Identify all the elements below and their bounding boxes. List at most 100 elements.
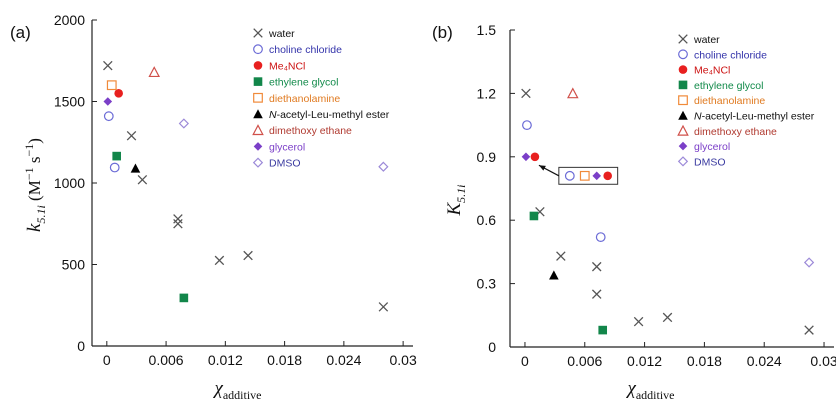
- series-choline-chloride: [103, 111, 120, 173]
- legend-label: water: [693, 34, 720, 46]
- x-label-sub: additive: [223, 388, 262, 402]
- data-point: [173, 214, 183, 224]
- legend: water choline chloride Me₄NCl ethylene glyc…: [252, 28, 390, 170]
- legend-label: diethanolamine: [694, 95, 765, 107]
- legend-marker: [677, 156, 689, 167]
- data-point: [137, 174, 148, 185]
- y-label-sub: 5.1i: [454, 184, 468, 202]
- series-glycerol: [103, 97, 113, 106]
- y-tick-label: 1.5: [477, 22, 497, 38]
- y-label-mid: s: [25, 156, 44, 167]
- x-tick-label: 0.024: [747, 353, 782, 369]
- series-me-ncl: [530, 152, 540, 162]
- series-water: [103, 60, 389, 312]
- x-tick-label: 0.012: [627, 353, 662, 369]
- data-point: [103, 60, 113, 71]
- legend-label-italic: N: [694, 111, 702, 123]
- inset-point: [564, 170, 575, 181]
- legend-marker: [253, 61, 263, 70]
- data-point-stroke-b: [103, 60, 113, 71]
- legend-label-rest: -acetyl-Leu-methyl ester: [702, 111, 815, 123]
- x-axis-label: χadditive: [212, 378, 261, 402]
- data-point: [378, 161, 389, 172]
- data-point-stroke-b: [804, 325, 814, 335]
- legend-label: ethylene glycol: [694, 80, 763, 92]
- legend-label: dimethoxy ethane: [269, 125, 352, 137]
- inset-point: [592, 171, 602, 181]
- legend: water choline chloride Me₄NCl ethylene glyc…: [677, 34, 815, 168]
- x-label-main: χ: [212, 378, 223, 399]
- data-point: [148, 66, 161, 78]
- y-label-sub: 5.1i: [34, 205, 48, 223]
- y-label-main: k: [24, 223, 45, 232]
- x-label-sub: additive: [636, 388, 675, 402]
- y-label-main: K: [444, 202, 465, 217]
- legend-marker: [253, 28, 263, 38]
- series-diethanolamine: [106, 80, 117, 91]
- legend-label: ethylene glycol: [269, 77, 338, 89]
- data-point: [178, 118, 190, 129]
- data-point-stroke-b: [591, 261, 602, 272]
- legend-marker: [677, 124, 689, 136]
- data-point: [803, 257, 815, 268]
- legend-label: choline chloride: [269, 44, 342, 56]
- legend-label-rest: -acetyl-Leu-methyl ester: [277, 109, 390, 121]
- data-point: [109, 162, 120, 173]
- data-point: [556, 251, 566, 261]
- x-tick-label: 0.006: [567, 353, 602, 369]
- x-label-main: χ: [625, 378, 636, 399]
- series-dimethoxy-ethane: [567, 87, 579, 99]
- legend-label: N-acetyl-Leu-methyl ester: [694, 111, 815, 123]
- data-point: [567, 87, 579, 99]
- legend-marker: [253, 109, 263, 119]
- data-point: [804, 325, 814, 335]
- data-point: [529, 211, 539, 221]
- legend-marker: [252, 157, 264, 168]
- legend-marker-stroke-b: [253, 28, 263, 38]
- data-point-stroke-b: [378, 302, 389, 312]
- inset-point: [579, 170, 590, 181]
- y-tick-label: 1.2: [477, 85, 497, 101]
- series-dmso: [803, 257, 815, 268]
- data-point: [521, 88, 531, 99]
- x-tick-label: 0: [103, 352, 111, 368]
- legend-marker: [678, 95, 688, 106]
- legend-marker: [678, 80, 688, 90]
- y-axis-label: k5.1i (M−1 s−1): [22, 138, 48, 232]
- data-point-stroke-b: [591, 289, 602, 299]
- panel-label: (a): [10, 23, 31, 42]
- series-ethylene-glycol: [112, 151, 189, 303]
- y-tick-label: 1500: [54, 94, 85, 110]
- data-point: [591, 261, 602, 272]
- series-dmso: [178, 118, 389, 172]
- y-label-unit: (M: [25, 180, 44, 205]
- y-tick-label: 0: [77, 338, 85, 354]
- data-point-stroke-b: [633, 316, 644, 327]
- data-point: [112, 151, 121, 161]
- y-tick-label: 0: [488, 339, 496, 355]
- legend-label: diethanolamine: [269, 93, 340, 105]
- legend-marker: [253, 142, 263, 151]
- legend-marker: [253, 92, 263, 103]
- y-label-exp2: −1: [22, 144, 36, 157]
- legend-marker: [678, 65, 688, 74]
- series-n-acetyl-leu-methyl-ester: [130, 163, 141, 173]
- data-point: [126, 130, 137, 141]
- data-point: [179, 293, 189, 303]
- data-point: [103, 97, 113, 106]
- legend-label-italic: N: [269, 109, 277, 121]
- data-point: [243, 250, 253, 261]
- legend-marker: [253, 44, 263, 55]
- series-me-ncl: [114, 89, 123, 98]
- x-axis-label: χadditive: [625, 378, 674, 402]
- inset-point: [603, 171, 612, 181]
- panel-label: (b): [432, 23, 453, 42]
- data-point-stroke-b: [556, 251, 566, 261]
- x-tick-label: 0.012: [208, 352, 243, 368]
- series-glycerol: [521, 152, 531, 162]
- x-tick-label: 0.018: [267, 352, 302, 368]
- series-choline-chloride: [522, 120, 606, 243]
- x-tick-label: 0.03: [389, 352, 416, 368]
- legend-label: N-acetyl-Leu-methyl ester: [269, 109, 390, 121]
